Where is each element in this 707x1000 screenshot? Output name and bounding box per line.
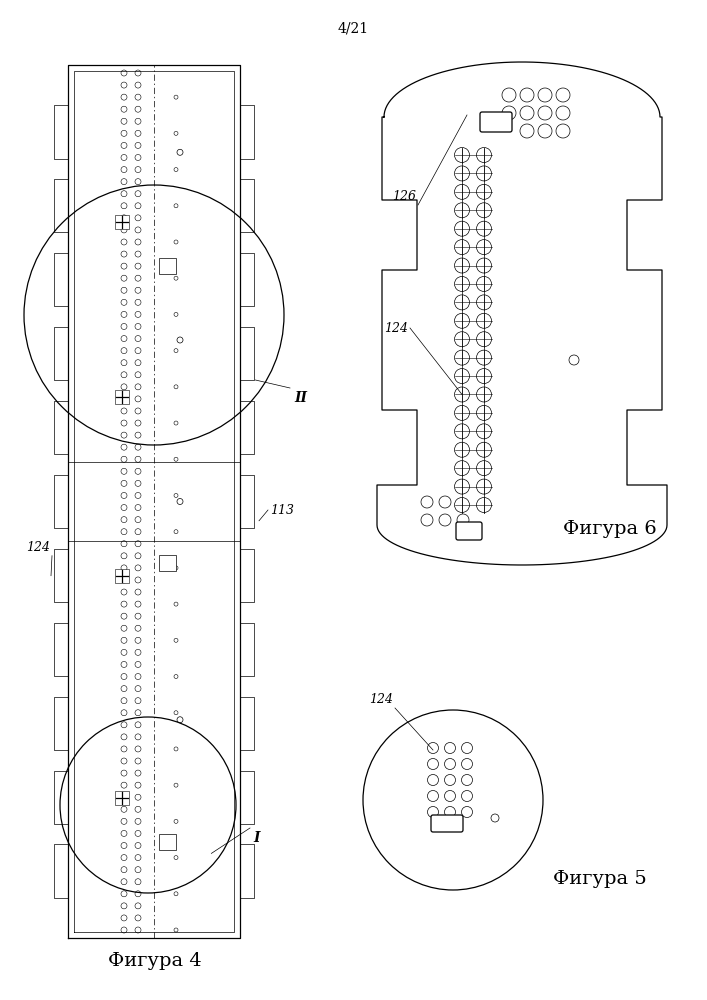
Text: 126: 126 (392, 190, 416, 203)
Bar (159, 834, 176, 850)
Text: II: II (294, 391, 307, 405)
Bar (115, 390, 129, 404)
FancyBboxPatch shape (456, 522, 482, 540)
Text: 124: 124 (26, 541, 50, 554)
Text: I: I (253, 831, 259, 845)
FancyBboxPatch shape (431, 815, 463, 832)
Text: Фигура 6: Фигура 6 (563, 520, 657, 538)
FancyBboxPatch shape (480, 112, 512, 132)
Text: 124: 124 (369, 693, 393, 706)
Bar (115, 791, 129, 805)
Text: Фигура 4: Фигура 4 (108, 952, 202, 970)
Text: 113: 113 (270, 504, 294, 516)
Bar (115, 215, 129, 229)
Text: Фигура 5: Фигура 5 (553, 870, 647, 888)
Bar (159, 258, 176, 274)
Bar (115, 569, 129, 583)
Bar (159, 555, 176, 571)
Text: 124: 124 (384, 322, 408, 334)
Text: 4/21: 4/21 (337, 21, 368, 35)
